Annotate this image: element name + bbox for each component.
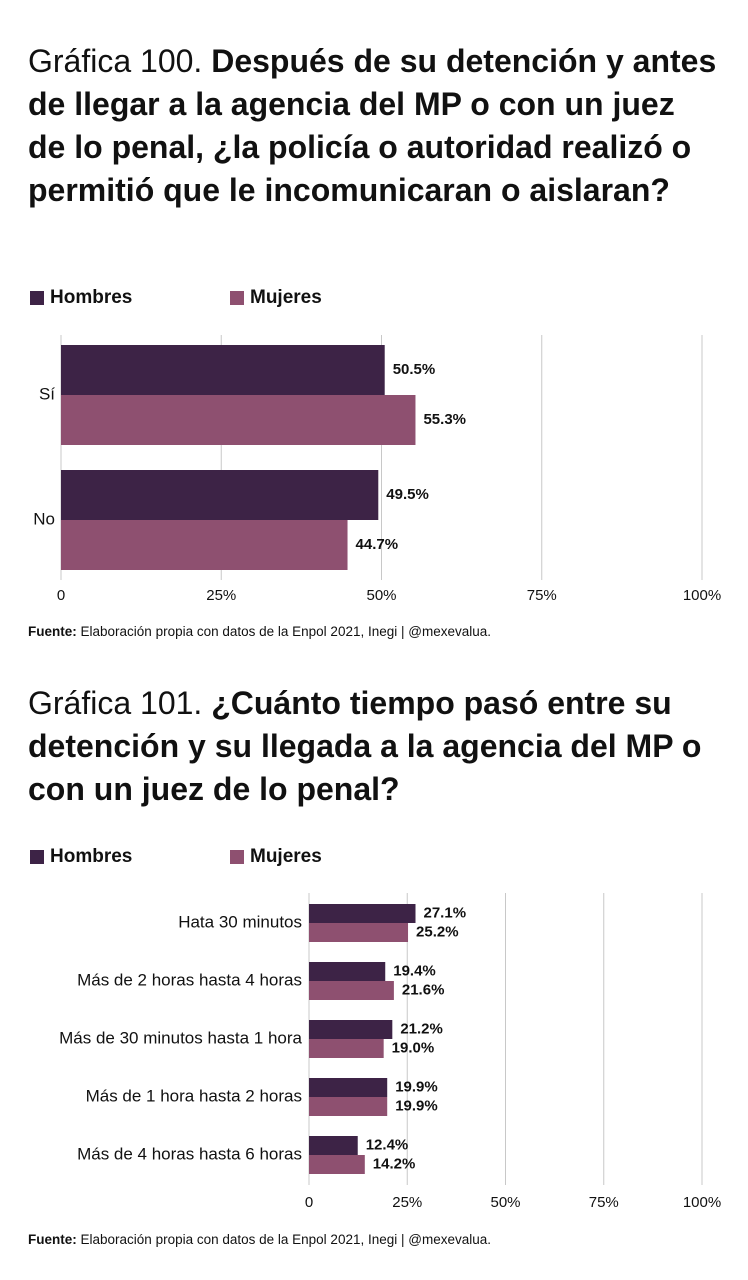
x-tick-label: 50% bbox=[490, 1194, 520, 1211]
category-label: Más de 1 hora hasta 2 horas bbox=[86, 1086, 302, 1105]
category-label: Más de 2 horas hasta 4 horas bbox=[77, 970, 302, 989]
value-label: 21.6% bbox=[402, 981, 445, 998]
value-label: 55.3% bbox=[423, 411, 466, 428]
value-label: 19.0% bbox=[392, 1039, 435, 1056]
figure-label: Gráfica 101. bbox=[28, 685, 203, 721]
bar bbox=[309, 1020, 393, 1039]
legend-label: Mujeres bbox=[250, 846, 322, 867]
category-label: Más de 30 minutos hasta 1 hora bbox=[59, 1028, 302, 1047]
source-label: Fuente: bbox=[28, 1232, 77, 1247]
chart-title: Gráfica 100. Después de su detención y a… bbox=[28, 40, 718, 212]
legend-swatch bbox=[30, 291, 44, 305]
bar bbox=[309, 1097, 388, 1116]
legend-label: Mujeres bbox=[250, 287, 322, 308]
bar bbox=[309, 904, 416, 923]
legend-label: Hombres bbox=[50, 846, 132, 867]
legend-swatch bbox=[230, 850, 244, 864]
chart-title: Gráfica 101. ¿Cuánto tiempo pasó entre s… bbox=[28, 682, 718, 811]
bar bbox=[309, 1078, 388, 1097]
bar bbox=[61, 345, 385, 395]
value-label: 25.2% bbox=[416, 923, 459, 940]
x-tick-label: 0 bbox=[305, 1194, 313, 1211]
x-tick-label: 25% bbox=[206, 587, 236, 604]
bar bbox=[309, 962, 386, 981]
value-label: 27.1% bbox=[424, 904, 467, 921]
value-label: 44.7% bbox=[356, 536, 399, 553]
legend-swatch bbox=[230, 291, 244, 305]
x-tick-label: 100% bbox=[683, 587, 721, 604]
bar bbox=[309, 1155, 365, 1174]
x-tick-label: 75% bbox=[589, 1194, 619, 1211]
legend-swatch bbox=[30, 850, 44, 864]
bar bbox=[61, 520, 348, 570]
source-text: Elaboración propia con datos de la Enpol… bbox=[80, 1232, 491, 1247]
bar bbox=[309, 923, 409, 942]
value-label: 50.5% bbox=[393, 361, 436, 378]
bar bbox=[61, 470, 379, 520]
category-label: Hata 30 minutos bbox=[178, 912, 302, 931]
x-tick-label: 0 bbox=[57, 587, 65, 604]
bar bbox=[61, 395, 416, 445]
x-tick-label: 50% bbox=[366, 587, 396, 604]
value-label: 12.4% bbox=[366, 1136, 409, 1153]
source-label: Fuente: bbox=[28, 624, 77, 639]
source: Fuente: Elaboración propia con datos de … bbox=[28, 1232, 491, 1247]
bar bbox=[309, 981, 394, 1000]
legend-label: Hombres bbox=[50, 287, 132, 308]
value-label: 19.4% bbox=[393, 962, 436, 979]
figure-label: Gráfica 100. bbox=[28, 43, 203, 79]
value-label: 21.2% bbox=[400, 1020, 443, 1037]
category-label: No bbox=[33, 509, 55, 528]
source-text: Elaboración propia con datos de la Enpol… bbox=[80, 624, 491, 639]
category-label: Sí bbox=[39, 384, 55, 403]
x-tick-label: 100% bbox=[683, 1194, 721, 1211]
x-tick-label: 25% bbox=[392, 1194, 422, 1211]
source: Fuente: Elaboración propia con datos de … bbox=[28, 624, 491, 639]
value-label: 49.5% bbox=[386, 486, 429, 503]
category-label: Más de 4 horas hasta 6 horas bbox=[77, 1144, 302, 1163]
title-text: Después de su detención y antes de llega… bbox=[28, 43, 717, 208]
bar bbox=[309, 1039, 384, 1058]
value-label: 14.2% bbox=[373, 1155, 416, 1172]
x-tick-label: 75% bbox=[527, 587, 557, 604]
value-label: 19.9% bbox=[395, 1078, 438, 1095]
bar bbox=[309, 1136, 358, 1155]
value-label: 19.9% bbox=[395, 1097, 438, 1114]
title-text: ¿Cuánto tiempo pasó entre su detención y… bbox=[28, 685, 702, 807]
